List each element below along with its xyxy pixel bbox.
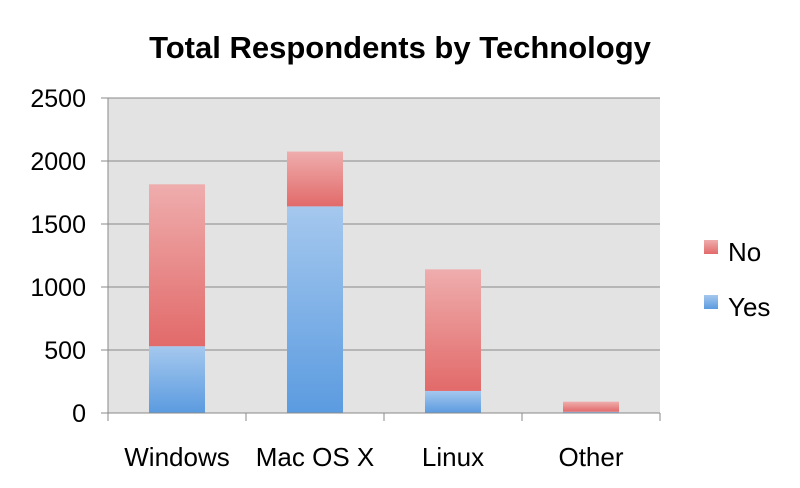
x-category-label: Linux: [422, 442, 484, 472]
bar-yes-other: [563, 411, 619, 413]
x-category-label: Other: [558, 442, 623, 472]
legend-label-no: No: [728, 237, 761, 267]
bar-yes-mac-os-x: [287, 206, 343, 413]
bar-no-other: [563, 401, 619, 412]
x-category-label: Windows: [124, 442, 229, 472]
bar-no-mac-os-x: [287, 151, 343, 207]
y-tick-label: 2500: [30, 85, 86, 113]
bar-no-windows: [149, 184, 205, 347]
legend-swatch-yes: [704, 295, 718, 309]
bar-yes-windows: [149, 346, 205, 413]
x-axis-categories: Windows Mac OS X Linux Other: [107, 413, 661, 472]
y-tick-label: 1000: [30, 274, 86, 302]
x-category-label: Mac OS X: [256, 442, 374, 472]
y-tick-label: 1500: [30, 211, 86, 239]
legend-label-yes: Yes: [728, 292, 770, 322]
legend: No Yes: [704, 237, 770, 322]
y-axis-ticks: 0 500 1000 1500 2000 2500: [30, 85, 108, 428]
y-tick-label: 2000: [30, 148, 86, 176]
bars: [149, 151, 619, 413]
bar-yes-linux: [425, 390, 481, 413]
legend-swatch-no: [704, 240, 718, 254]
chart-title: Total Respondents by Technology: [149, 30, 652, 65]
y-tick-label: 0: [72, 400, 86, 428]
bar-no-linux: [425, 269, 481, 391]
y-tick-label: 500: [44, 337, 86, 365]
